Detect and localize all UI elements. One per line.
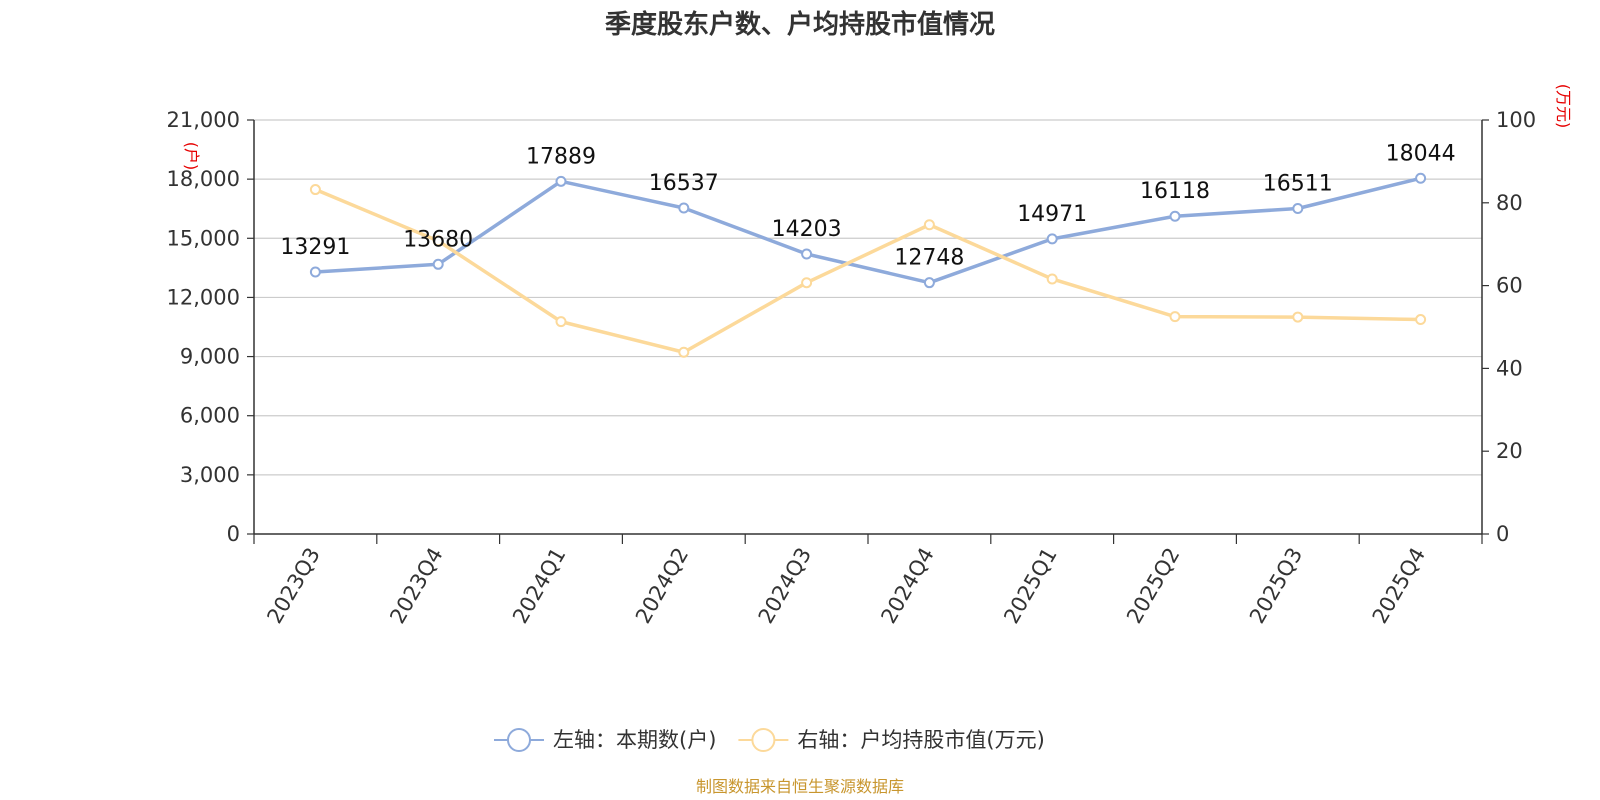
data-point-1[interactable] <box>1415 314 1427 326</box>
data-point-0[interactable] <box>309 266 321 278</box>
data-point-1[interactable] <box>923 219 935 231</box>
x-tick-label: 2025Q1 <box>999 544 1061 628</box>
x-tick-label: 2024Q2 <box>631 544 693 628</box>
data-point-1[interactable] <box>1169 311 1181 323</box>
data-label: 16537 <box>649 171 719 196</box>
right-tick-label: 20 <box>1496 439 1523 463</box>
data-source: 制图数据来自恒生聚源数据库 <box>696 777 904 796</box>
data-label: 14203 <box>772 217 842 242</box>
data-label: 16118 <box>1140 179 1210 204</box>
data-point-0[interactable] <box>1046 233 1058 245</box>
data-point-0[interactable] <box>923 277 935 289</box>
data-point-0[interactable] <box>801 248 813 260</box>
data-label: 18044 <box>1386 141 1456 166</box>
data-point-1[interactable] <box>1292 311 1304 323</box>
left-tick-label: 3,000 <box>180 463 240 487</box>
legend[interactable]: 左轴：本期数(户) 右轴：户均持股市值(万元) <box>494 728 1045 752</box>
x-tick-label: 2024Q1 <box>508 544 570 628</box>
data-label: 16511 <box>1263 171 1333 196</box>
legend-label: 右轴：户均持股市值(万元) <box>797 728 1044 752</box>
x-tick-label: 2024Q3 <box>754 544 816 628</box>
data-point-0[interactable] <box>555 175 567 187</box>
left-tick-label: 18,000 <box>167 167 240 191</box>
x-tick-label: 2023Q4 <box>385 544 447 628</box>
data-point-1[interactable] <box>678 346 690 358</box>
left-tick-label: 21,000 <box>167 108 240 132</box>
left-axis-unit: (户) <box>182 142 201 171</box>
series-line-0 <box>315 176 1422 285</box>
data-point-1[interactable] <box>555 316 567 328</box>
data-label: 12748 <box>894 246 964 271</box>
right-tick-label: 100 <box>1496 108 1536 132</box>
left-tick-label: 15,000 <box>167 226 240 250</box>
series-line-1 <box>314 187 1421 355</box>
left-tick-label: 0 <box>227 522 240 546</box>
data-point-0[interactable] <box>1292 202 1304 214</box>
x-tick-label: 2025Q2 <box>1122 544 1184 628</box>
grid-lines <box>254 119 1482 476</box>
data-point-0[interactable] <box>432 258 444 270</box>
legend-label: 左轴：本期数(户) <box>553 728 716 752</box>
left-tick-label: 9,000 <box>180 345 240 369</box>
x-tick-label: 2024Q4 <box>876 544 938 628</box>
right-tick-label: 0 <box>1496 522 1509 546</box>
data-point-1[interactable] <box>801 277 813 289</box>
legend-item-0[interactable]: 左轴：本期数(户) <box>494 728 716 752</box>
data-label: 13680 <box>403 227 473 252</box>
data-point-0[interactable] <box>678 202 690 214</box>
data-point-1[interactable] <box>309 184 321 196</box>
series-group: 13291 13680 17889 16537 14203 12748 14971 16118… <box>280 141 1456 358</box>
chart-title: 季度股东户数、户均持股市值情况 <box>605 9 995 40</box>
data-point-0[interactable] <box>1169 210 1181 222</box>
legend-marker <box>507 728 531 752</box>
x-tick-label: 2025Q4 <box>1368 544 1430 628</box>
x-tick-label: 2025Q3 <box>1245 544 1307 628</box>
data-point-0[interactable] <box>1415 172 1427 184</box>
x-tick-label: 2023Q3 <box>262 544 324 628</box>
legend-marker <box>751 728 776 752</box>
legend-item-1[interactable]: 右轴：户均持股市值(万元) <box>738 728 1045 752</box>
data-label: 14971 <box>1017 202 1087 227</box>
right-tick-label: 40 <box>1496 356 1523 380</box>
data-point-1[interactable] <box>1046 273 1058 285</box>
data-point-1[interactable] <box>432 235 444 247</box>
right-tick-label: 80 <box>1496 191 1523 215</box>
data-label: 13291 <box>280 235 350 260</box>
left-tick-label: 12,000 <box>167 285 240 309</box>
left-tick-label: 6,000 <box>180 404 240 428</box>
right-axis-unit: (万元) <box>1554 84 1573 129</box>
right-tick-label: 60 <box>1496 274 1523 298</box>
data-label: 17889 <box>526 144 596 169</box>
